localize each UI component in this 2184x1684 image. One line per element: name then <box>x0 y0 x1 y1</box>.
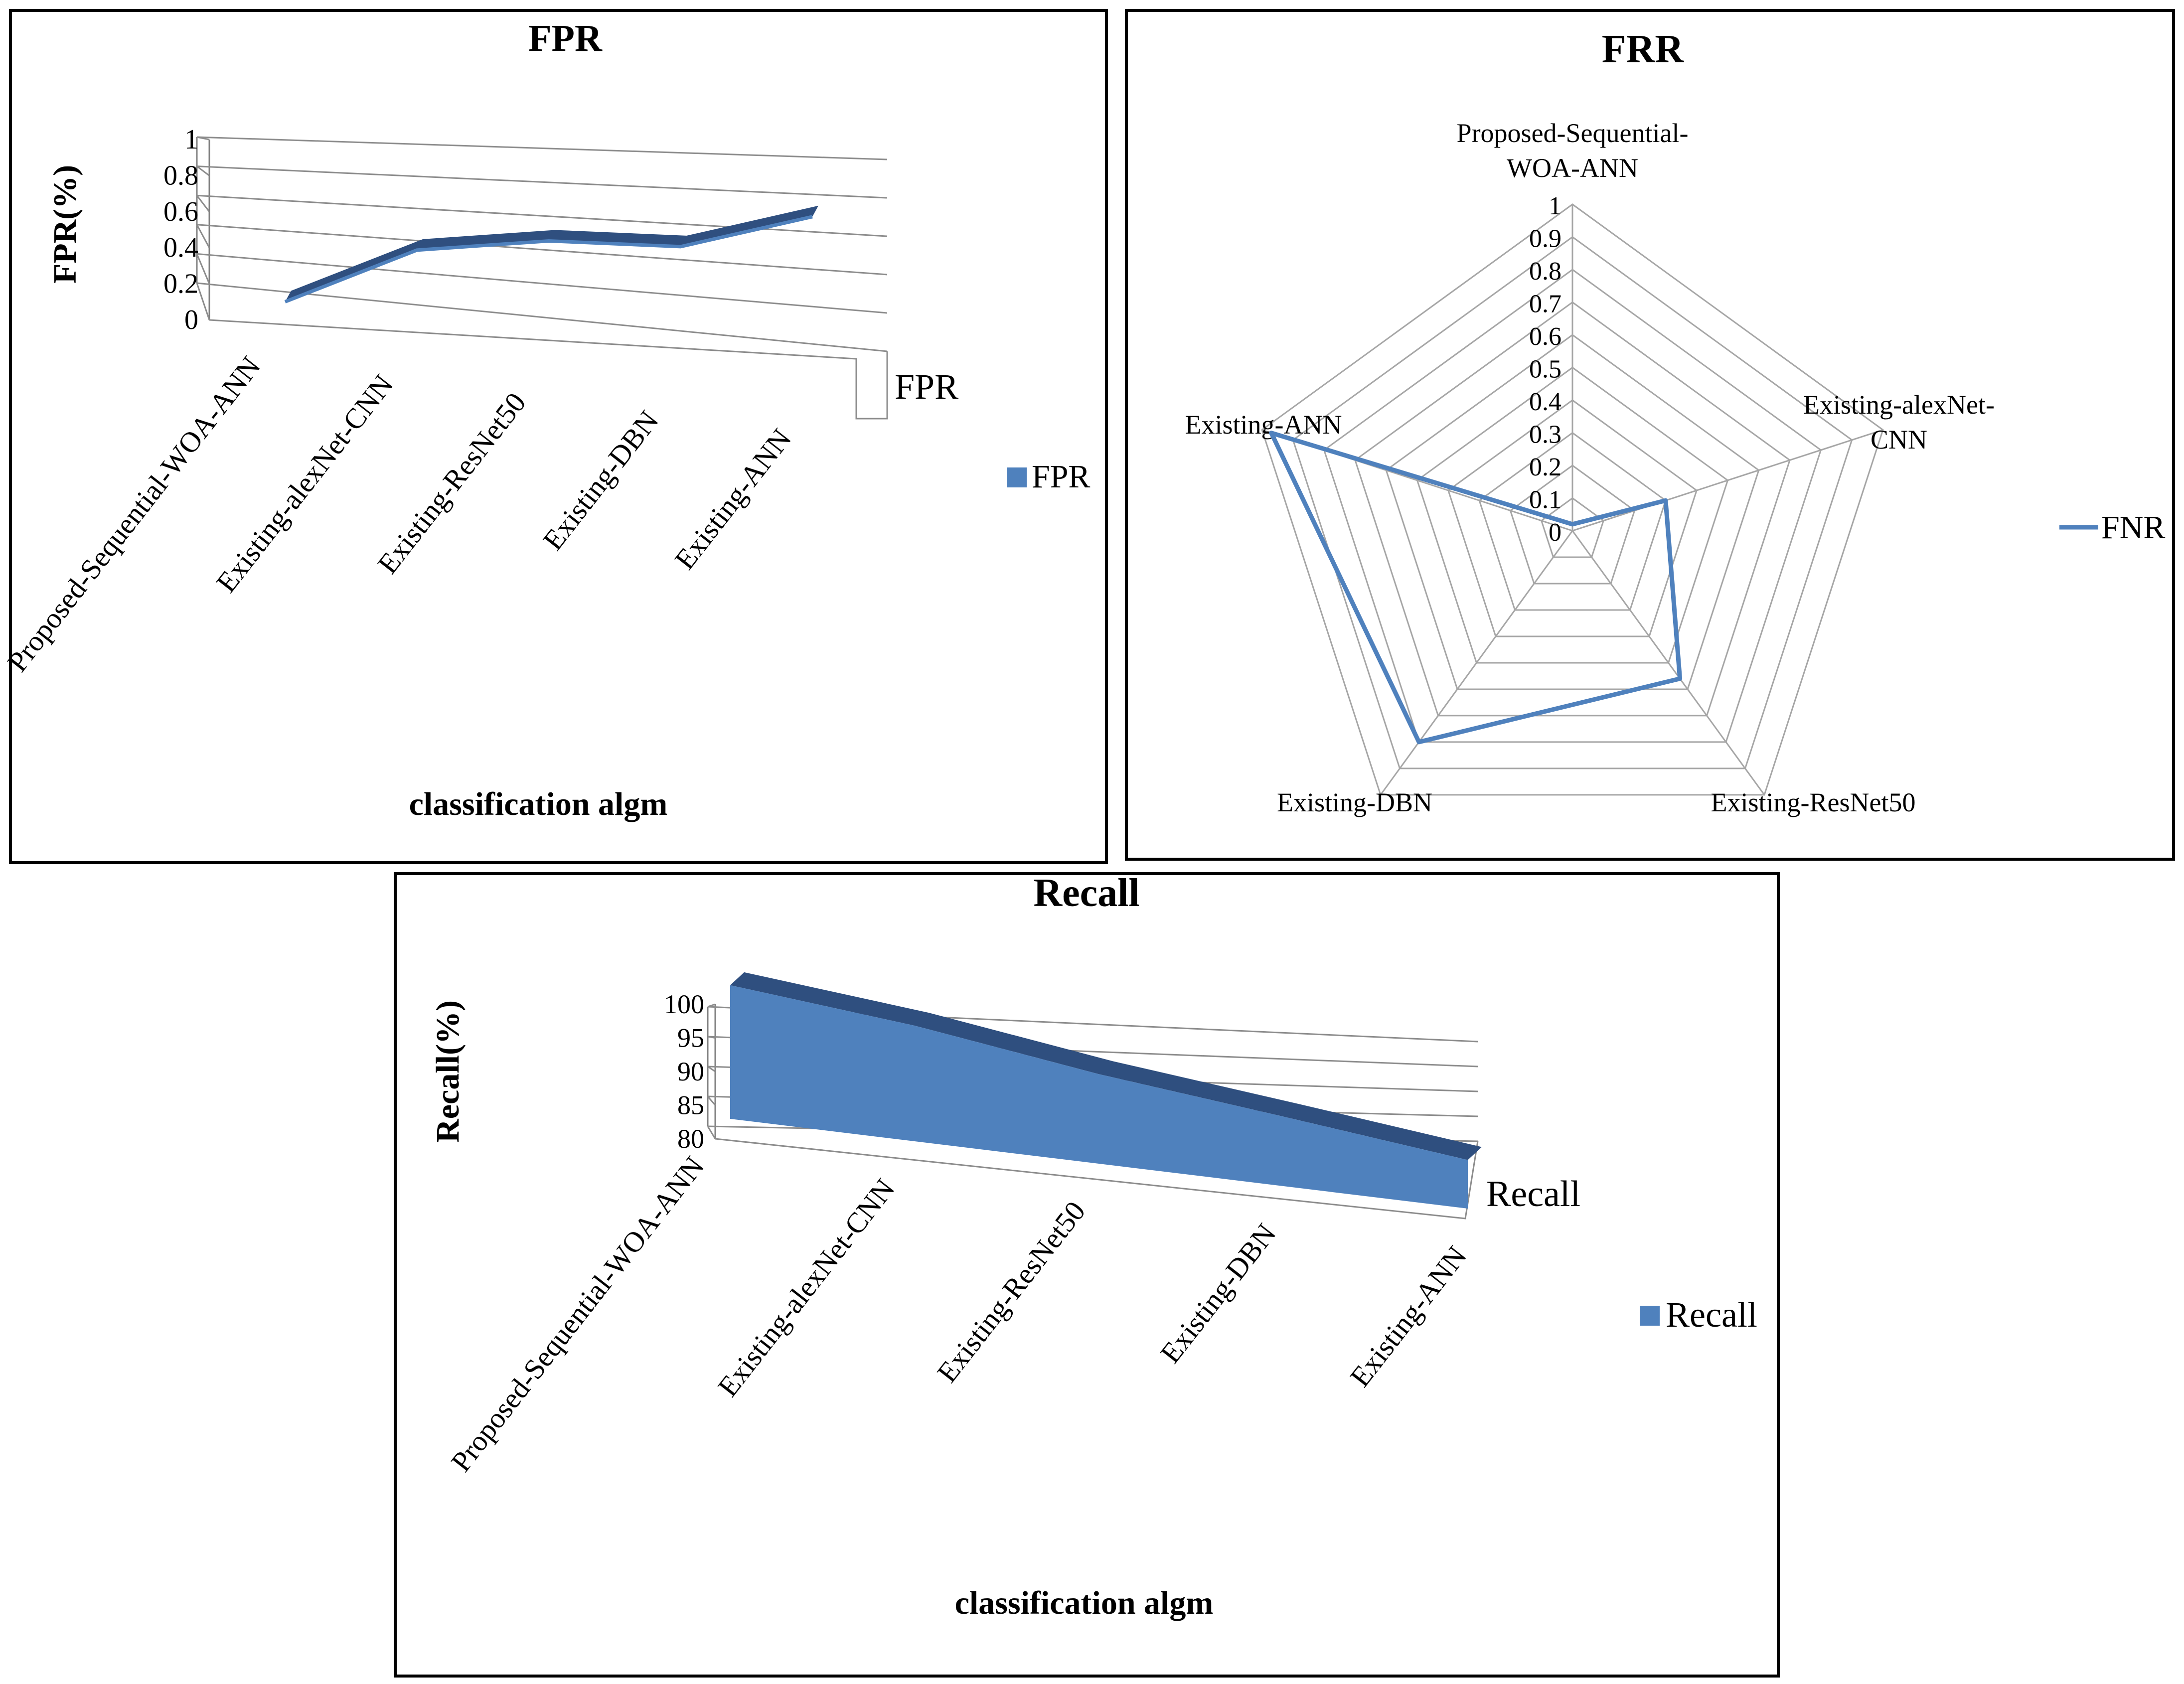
frr-axis-label: Proposed-Sequential-WOA-ANN <box>1457 118 1689 183</box>
recall-x-axis-label: classification algm <box>955 1585 1214 1621</box>
frr-web-ring <box>1323 269 1822 743</box>
recall-legend-label: Recall <box>1666 1295 1757 1335</box>
frr-axis-label: Existing-ANN <box>1185 410 1342 440</box>
fpr-legend-label: FPR <box>1032 459 1090 495</box>
frr-legend-label: FNR <box>2101 509 2165 546</box>
rec-gridline-side <box>707 1126 716 1139</box>
frr-axis-label: Existing-ResNet50 <box>1711 787 1916 817</box>
frr-marks <box>1269 431 1683 745</box>
frr-radial-tick-label: 1 <box>1549 192 1561 220</box>
recall-x-ticks: Proposed-Sequential-WOA-ANN Existing-alex… <box>445 1150 1473 1478</box>
recall-y-ticks: 80 85 90 95 100 <box>664 989 704 1154</box>
frr-radial-tick-label: 0.8 <box>1529 257 1561 286</box>
fpr-y-ticks: 0 0.2 0.4 0.6 0.8 1 <box>163 124 198 335</box>
frr-spoke <box>1380 530 1573 795</box>
frr-chart: FRR 0 0.1 0.2 0.3 0.4 0.5 0.6 0.7 0.8 0.9 1 Propos… <box>1185 27 2166 817</box>
rec-gridline-side <box>707 1096 716 1106</box>
frr-axis-label: Existing-DBN <box>1277 787 1432 817</box>
fpr-gridline-side <box>196 165 210 176</box>
frr-web-ring <box>1447 399 1698 637</box>
rec-y-tick-label: 90 <box>677 1057 704 1086</box>
rec-x-tick-label: Existing-ANN <box>1344 1240 1473 1393</box>
frr-radial-tick-label: 0.9 <box>1529 225 1561 253</box>
fpr-gridlines <box>196 136 888 420</box>
frr-web-ring <box>1416 366 1729 664</box>
frr-series-line <box>1269 431 1683 745</box>
fpr-x-tick-label: Existing-DBN <box>536 405 665 556</box>
frr-radial-ticks: 0 0.1 0.2 0.3 0.4 0.5 0.6 0.7 0.8 0.9 1 <box>1529 192 1561 547</box>
frr-web-ring <box>1261 203 1884 796</box>
rec-y-tick-label: 85 <box>677 1090 704 1120</box>
fpr-gridline <box>196 136 888 160</box>
fpr-gridline <box>196 282 888 352</box>
fpr-x-tick-label: Existing-ANN <box>668 423 798 576</box>
fpr-depth-label: FPR <box>895 367 958 407</box>
frr-web-ring <box>1385 334 1760 690</box>
frr-web-ring <box>1292 236 1853 769</box>
fpr-x-ticks: Proposed-Sequential-WOA-ANNExisting-alex… <box>1 350 797 678</box>
rec-y-tick-label: 100 <box>664 989 704 1019</box>
rec-y-tick-label: 95 <box>677 1023 704 1053</box>
rec-x-tick-label: Existing-alexNet-CNN <box>711 1173 901 1402</box>
frr-axis-label: Existing-alexNet-CNN <box>1803 390 1995 455</box>
fpr-floor-outline <box>209 319 888 420</box>
frr-spoke <box>1572 429 1883 532</box>
fpr-gridline <box>196 165 888 199</box>
frr-web-ring <box>1354 301 1791 717</box>
frr-web-ring <box>1478 432 1667 611</box>
frr-radial-tick-label: 0.7 <box>1529 290 1561 318</box>
fpr-gridline <box>196 224 888 276</box>
rec-gridline-side <box>707 1066 716 1072</box>
fpr-legend-swatch <box>1007 467 1027 487</box>
recall-title: Recall <box>1033 871 1139 915</box>
frr-axis-labels: Proposed-Sequential-WOA-ANN Existing-alex… <box>1185 118 1995 817</box>
recall-chart: Recall 80 85 90 95 100 Proposed-Sequential-W… <box>430 871 1757 1621</box>
fpr-gridline-side <box>196 195 210 212</box>
recall-depth-label: Recall <box>1486 1174 1580 1215</box>
fpr-y-tick-label: 0.2 <box>163 269 198 300</box>
rec-area-top <box>730 972 1482 1160</box>
frr-radial-tick-label: 0.4 <box>1529 388 1561 416</box>
fpr-marks <box>284 205 818 304</box>
fpr-y-tick-label: 0.4 <box>163 232 198 263</box>
frr-web-ring <box>1509 464 1636 585</box>
recall-y-axis-label: Recall(%) <box>430 1000 466 1143</box>
frr-title: FRR <box>1602 27 1685 71</box>
rec-x-tick-label: Existing-DBN <box>1154 1218 1282 1369</box>
fpr-y-tick-label: 0 <box>184 305 198 335</box>
fpr-gridline-side <box>196 224 210 248</box>
fpr-y-tick-label: 0.8 <box>163 160 198 191</box>
fpr-x-axis-label: classification algm <box>409 786 668 822</box>
frr-radial-tick-label: 0.3 <box>1529 421 1561 449</box>
frr-panel-frame <box>1125 9 2175 861</box>
rec-y-tick-label: 80 <box>677 1124 704 1154</box>
fpr-gridline <box>196 194 888 237</box>
frr-spoke <box>1571 530 1765 795</box>
fpr-y-axis-label: FPR(%) <box>47 165 83 284</box>
frr-radial-tick-label: 0.1 <box>1529 486 1561 514</box>
fpr-gridline-side <box>196 283 210 320</box>
recall-panel-frame <box>394 872 1780 1678</box>
fpr-x-tick-label: Existing-ResNet50 <box>371 386 532 580</box>
frr-radial-tick-label: 0.5 <box>1529 355 1561 384</box>
fpr-x-tick-label: Proposed-Sequential-WOA-ANN <box>1 350 267 678</box>
frr-radial-tick-label: 0 <box>1549 518 1561 547</box>
rec-floor-outline <box>715 1138 1479 1220</box>
fpr-panel-frame <box>9 9 1108 864</box>
frr-radial-tick-label: 0.6 <box>1529 322 1561 351</box>
fpr-y-tick-label: 1 <box>184 124 198 155</box>
recall-marks <box>730 972 1482 1209</box>
fpr-y-tick-label: 0.6 <box>163 196 198 227</box>
rec-area-front <box>730 985 1468 1209</box>
rec-x-tick-label: Existing-ResNet50 <box>931 1195 1092 1388</box>
fpr-gridline <box>196 253 888 314</box>
fpr-ribbon-top <box>285 205 818 302</box>
rec-x-tick-label: Proposed-Sequential-WOA-ANN <box>445 1150 710 1478</box>
fpr-gridline-side <box>196 253 210 285</box>
recall-legend-swatch <box>1640 1306 1660 1326</box>
fpr-title: FPR <box>528 17 603 59</box>
frr-radial-tick-label: 0.2 <box>1529 453 1561 481</box>
fpr-chart: FPR 0 0.2 0.4 0.6 0.8 1 Proposed-Sequential-W… <box>1 17 1090 822</box>
